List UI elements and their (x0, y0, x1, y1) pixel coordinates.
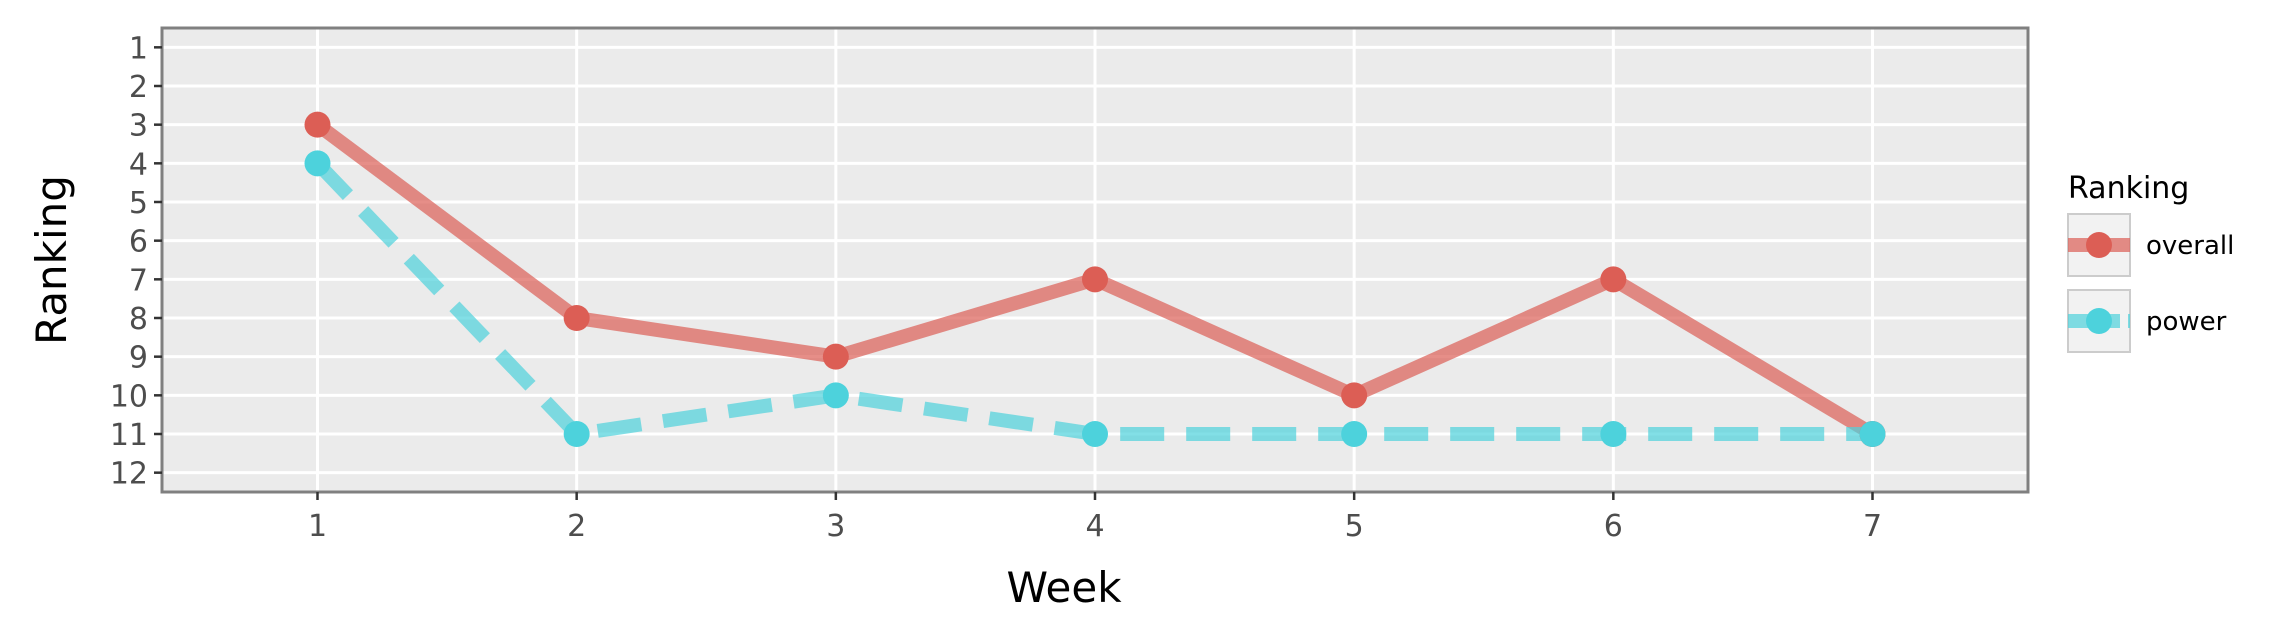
legend-key-point (2086, 232, 2112, 258)
data-point-power (1600, 421, 1627, 447)
y-tick-label: 4 (129, 147, 148, 182)
y-tick-label: 8 (129, 302, 148, 337)
legend-label: power (2146, 307, 2227, 337)
data-point-overall (304, 111, 331, 138)
y-tick-label: 6 (129, 225, 148, 260)
legend-title: Ranking (2068, 171, 2189, 206)
series-points (304, 111, 1886, 447)
legend-key-point (2086, 308, 2112, 334)
legend-items: overall power (2067, 213, 2234, 353)
x-tick-label: 5 (1345, 509, 1364, 544)
data-point-overall (1082, 266, 1108, 293)
data-point-power (1082, 421, 1108, 447)
y-tick-label: 1 (129, 31, 148, 66)
x-tick-label: 4 (1085, 509, 1104, 544)
y-axis-title: Ranking (27, 175, 76, 345)
y-tick-label: 5 (129, 186, 148, 221)
y-tick-label: 2 (129, 70, 148, 105)
y-tick-label: 11 (110, 418, 148, 453)
x-gridlines (316, 28, 1874, 492)
legend-item-overall: overall (2067, 213, 2234, 277)
data-point-overall (563, 305, 590, 331)
x-tick-label: 3 (826, 509, 845, 544)
data-point-overall (1341, 382, 1368, 409)
data-point-power (304, 150, 331, 177)
data-point-overall (822, 343, 849, 370)
data-point-power (822, 382, 849, 409)
x-tick-label: 1 (308, 509, 327, 544)
y-tick-label: 10 (110, 379, 148, 414)
y-tick-label: 12 (110, 457, 148, 492)
legend: Ranking overall power (2067, 171, 2234, 353)
data-point-power (1341, 421, 1368, 447)
legend-item-power: power (2067, 289, 2227, 353)
y-tick-label: 3 (129, 109, 148, 144)
x-tick-label: 7 (1863, 509, 1882, 544)
legend-label: overall (2146, 231, 2234, 261)
x-axis-ticks: 1 2 3 4 5 6 7 (308, 492, 1882, 544)
y-tick-label: 9 (129, 341, 148, 376)
x-axis-title: Week (1006, 563, 1122, 612)
x-tick-label: 6 (1604, 509, 1623, 544)
y-tick-label: 7 (129, 263, 148, 298)
data-point-power (1859, 421, 1886, 447)
data-point-power (563, 421, 590, 447)
x-tick-label: 2 (567, 509, 586, 544)
data-point-overall (1600, 266, 1627, 293)
